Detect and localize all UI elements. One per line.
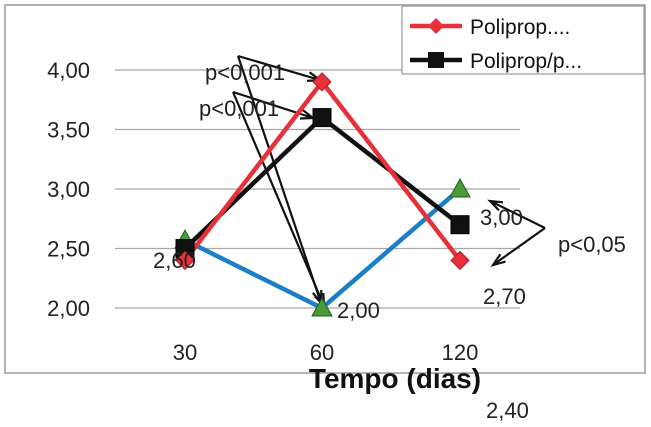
data-point-marker xyxy=(312,72,332,92)
y-tick-label: 2,50 xyxy=(47,237,90,262)
data-label: 2,70 xyxy=(483,284,526,309)
y-tick-label: 3,00 xyxy=(47,177,90,202)
legend-label: Poliprop.... xyxy=(470,16,570,39)
arrow-to-60-bottom-2 xyxy=(231,91,326,309)
arrow-to-120-bottom xyxy=(490,227,546,267)
x-axis-ticks: 30 60 120 xyxy=(173,340,479,365)
y-axis-ticks: 2,00 2,50 3,00 3,50 4,00 xyxy=(47,58,90,321)
data-point-marker xyxy=(311,296,333,317)
arrow-to-60-bottom xyxy=(236,55,323,307)
data-point-marker xyxy=(450,250,470,271)
data-label: 3,00 xyxy=(480,205,523,230)
legend: Poliprop.... Poliprop/p... xyxy=(401,5,645,75)
annotations: p<0,001 p<0,001 p<0,05 xyxy=(199,60,626,257)
data-point-marker xyxy=(175,250,195,271)
data-point-marker xyxy=(449,177,471,198)
x-axis-title: Tempo (dias) xyxy=(309,363,481,394)
data-labels: 2,60 2,00 3,00 2,70 2,40 xyxy=(153,205,529,423)
x-tick-label: 60 xyxy=(310,340,334,365)
x-tick-label: 120 xyxy=(442,340,479,365)
data-point-marker xyxy=(450,215,470,235)
legend-marker xyxy=(428,52,444,68)
chart-outer-frame xyxy=(4,4,646,374)
y-tick-label: 3,50 xyxy=(47,118,90,143)
legend-label: Poliprop/p... xyxy=(470,50,582,73)
series-markers xyxy=(174,72,471,317)
y-tick-label: 2,00 xyxy=(47,296,90,321)
p-value-annotation: p<0,001 xyxy=(199,96,279,121)
p-value-annotation: p<0,001 xyxy=(205,60,285,85)
data-label: 2,60 xyxy=(153,248,196,273)
data-label: 2,00 xyxy=(337,298,380,323)
data-point-marker xyxy=(312,108,332,128)
series-line xyxy=(183,115,462,251)
data-label: 2,40 xyxy=(486,398,529,423)
p-value-annotation: p<0,05 xyxy=(558,232,626,257)
arrow-to-120-top xyxy=(487,199,546,229)
legend-marker xyxy=(428,18,444,34)
x-tick-label: 30 xyxy=(173,340,197,365)
y-tick-label: 4,00 xyxy=(47,58,90,83)
annotation-arrows xyxy=(231,54,546,309)
